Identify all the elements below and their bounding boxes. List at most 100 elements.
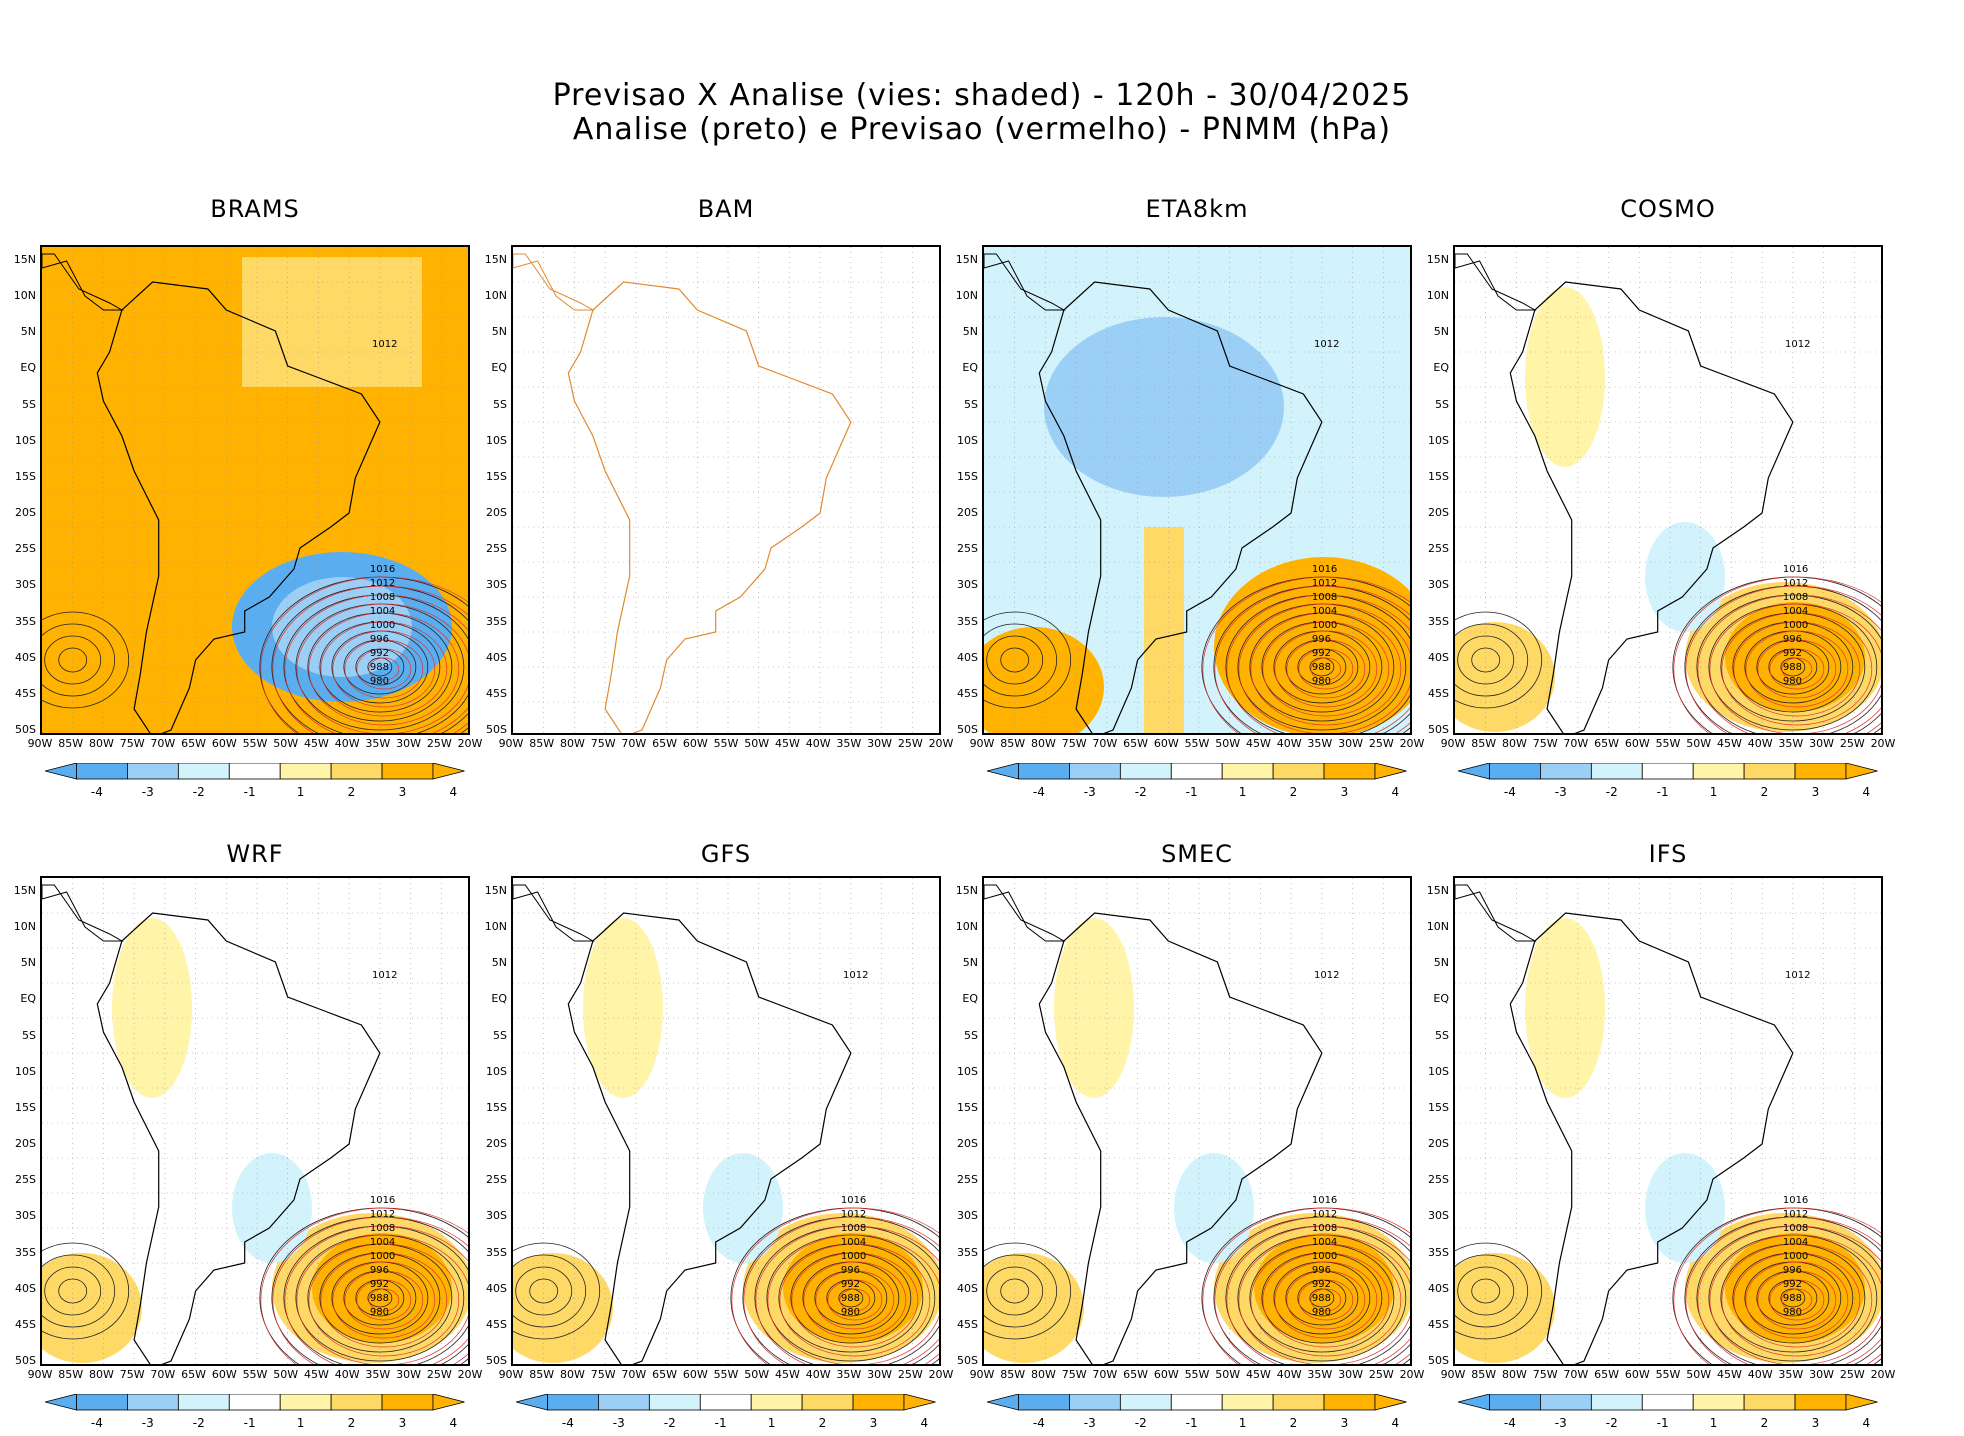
lon-tick-label: 75W [590, 1368, 616, 1381]
colorbar-segment [1794, 762, 1847, 780]
lon-tick-label: 90W [969, 737, 995, 750]
lat-tick-label: 20S [486, 506, 507, 520]
lat-tick-label: EQ [20, 361, 36, 375]
lat-tick-label: 5S [964, 1028, 978, 1042]
lon-tick-label: 30W [867, 1368, 892, 1381]
lon-tick-label: 60W [682, 737, 708, 750]
lat-tick-label: 5N [962, 956, 978, 970]
isobar-label: 1004 [1783, 606, 1808, 617]
colorbar-segment [76, 1393, 128, 1411]
lat-tick-label: 20S [957, 506, 978, 520]
lat-tick-label: 30S [15, 578, 36, 592]
south-america-coastline [1509, 912, 1794, 1364]
lon-tick-label: 50W [1215, 1368, 1241, 1381]
lon-tick-label: 75W [119, 737, 145, 750]
isobar-label: 1000 [1783, 1251, 1808, 1262]
colorbar-smec: -4 -3 -2 -1 1 2 3 4 [986, 1393, 1407, 1434]
isobar-label: 992 [1312, 1279, 1331, 1290]
lon-tick-label: 50W [1686, 737, 1712, 750]
colorbar-label: 2 [1760, 785, 1769, 799]
lat-tick-label: 35S [486, 614, 507, 628]
colorbar-wrf: -4 -3 -2 -1 1 2 3 4 [44, 1393, 465, 1434]
colorbar-label: 2 [1760, 1416, 1769, 1430]
colorbar-segment [1590, 1393, 1643, 1411]
lon-tick-label: 80W [559, 737, 585, 750]
lon-tick-label: 75W [1061, 737, 1087, 750]
isobar-label: 1016 [1312, 564, 1337, 575]
map-canvas: 1016 1012 1008 1004 1000 996 992 988 980 1012 [42, 247, 468, 733]
colorbar-label: -2 [1134, 785, 1147, 799]
lat-tick-label: 15N [484, 884, 507, 897]
map-canvas: 1016 1012 1008 1004 1000 996 992 988 980 1012 [513, 878, 939, 1364]
colorbar-label: -2 [1605, 1416, 1618, 1430]
colorbar-segment [852, 1393, 905, 1411]
colorbar-segment [279, 762, 332, 780]
lat-tick-label: 50S [1428, 1354, 1449, 1367]
lat-tick-label: 25S [15, 542, 36, 556]
lon-tick-label: 25W [1368, 1368, 1394, 1381]
lon-tick-label: 60W [1153, 1368, 1179, 1381]
isobar-label: 1000 [1783, 620, 1808, 631]
lon-tick-label: 85W [1471, 737, 1497, 750]
lon-tick-label: 30W [867, 737, 892, 750]
isobar-label: 1016 [370, 564, 395, 575]
lon-tick-label: 85W [58, 1368, 84, 1381]
colorbar-label: -3 [1554, 1416, 1567, 1430]
lon-tick-label: 35W [836, 737, 862, 750]
isobar-label: 992 [370, 1279, 389, 1290]
colorbar-segment [1743, 762, 1796, 780]
isobar-label: 1012 [372, 339, 397, 350]
map-canvas [513, 247, 939, 733]
lon-tick-label: 40W [334, 1368, 360, 1381]
colorbar-label: 4 [1391, 785, 1400, 799]
lat-tick-label: 50S [486, 1354, 507, 1367]
colorbar-label: 1 [296, 1416, 305, 1430]
lon-tick-label: 55W [1655, 737, 1681, 750]
lon-tick-label: 45W [1245, 737, 1271, 750]
lat-tick-label: 10S [15, 433, 36, 447]
lon-tick-label: 50W [744, 737, 770, 750]
lat-tick-label: 35S [957, 614, 978, 628]
colorbar-label: 2 [347, 1416, 356, 1430]
colorbar-segment [1641, 1393, 1694, 1411]
isobar-label: 1016 [841, 1195, 866, 1206]
lat-tick-label: EQ [962, 992, 978, 1006]
isobar-label: 988 [370, 662, 389, 673]
lat-tick-label: 35S [486, 1245, 507, 1259]
isobar-label: 1008 [1312, 592, 1337, 603]
lat-tick-label: 25S [486, 1173, 507, 1187]
lon-tick-label: 65W [652, 737, 677, 750]
lat-tick-label: 20S [1428, 1137, 1449, 1151]
lon-tick-label: 30W [1338, 1368, 1363, 1381]
colorbar-segment [699, 1393, 752, 1411]
lon-tick-label: 90W [27, 737, 53, 750]
colorbar-segment [1069, 1393, 1121, 1411]
lon-tick-label: 40W [334, 737, 360, 750]
isobar-label: 1012 [841, 1209, 866, 1220]
lon-tick-label: 75W [119, 1368, 145, 1381]
lat-tick-label: 20S [15, 1137, 36, 1151]
panel-title-eta8km: ETA8km [1145, 195, 1249, 223]
isobar-label: 988 [370, 1293, 389, 1304]
colorbar-label: 4 [1862, 1416, 1871, 1430]
lat-tick-label: 10S [957, 1064, 978, 1078]
isobar-label: 1004 [1312, 1237, 1337, 1248]
map-panel-smec: 1016 1012 1008 1004 1000 996 992 988 980 1012 [982, 876, 1412, 1366]
lat-tick-label: 25S [486, 542, 507, 556]
lon-tick-label: 55W [242, 737, 268, 750]
lon-tick-label: 60W [1624, 1368, 1650, 1381]
lat-tick-label: 45S [957, 1317, 978, 1331]
isobar-label: 992 [1783, 648, 1802, 659]
lon-tick-label: 65W [1123, 1368, 1148, 1381]
colorbar-segment [1272, 1393, 1325, 1411]
lat-tick-label: 15N [484, 253, 507, 266]
map-panel-bam [511, 245, 941, 735]
lat-tick-label: 10N [955, 920, 978, 934]
colorbar-label: 1 [296, 785, 305, 799]
colorbar-segment [381, 762, 434, 780]
lon-tick-label: 85W [1000, 737, 1026, 750]
lon-tick-label: 30W [1338, 737, 1363, 750]
lat-tick-label: 15S [15, 469, 36, 483]
lon-tick-label: 65W [1594, 737, 1619, 750]
isobar-label: 996 [1783, 634, 1802, 645]
